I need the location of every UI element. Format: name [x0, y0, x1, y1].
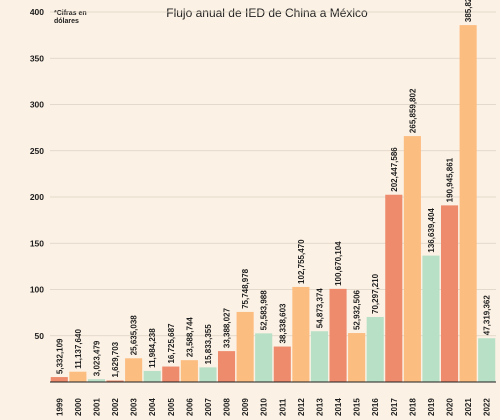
bar [348, 333, 366, 382]
y-tick-label: 350 [30, 53, 44, 63]
bar [199, 367, 217, 382]
data-label: 100,670,104 [334, 241, 343, 286]
chart-title: Flujo anual de IED de China a México [166, 6, 368, 20]
x-tick-label: 2014 [334, 398, 343, 416]
x-tick-label: 2019 [427, 398, 436, 416]
bar [459, 25, 477, 382]
bar [143, 370, 161, 382]
x-tick-label: 2000 [74, 398, 83, 416]
data-label: 265,859,802 [408, 88, 417, 133]
data-label: 70,297,210 [371, 273, 380, 314]
x-tick-label: 2022 [483, 398, 492, 416]
x-tick-label: 2007 [204, 398, 213, 416]
x-tick-label: 2020 [446, 398, 455, 416]
data-label: 11,984,238 [148, 328, 157, 368]
x-tick-label: 2013 [315, 398, 324, 416]
bar [385, 194, 403, 382]
x-tick-label: 2012 [297, 398, 306, 416]
bar [478, 338, 496, 382]
bar [329, 288, 347, 382]
bar [50, 377, 68, 382]
data-label: 25,635,038 [130, 315, 139, 356]
data-label: 385,828,704 [464, 0, 473, 22]
bar [273, 346, 291, 382]
x-tick-label: 2009 [241, 398, 250, 416]
x-tick-label: 2021 [464, 398, 473, 416]
bar [125, 358, 143, 382]
bar [236, 311, 254, 382]
bar [440, 205, 459, 382]
x-tick-label: 2006 [185, 398, 194, 416]
bar [106, 380, 124, 382]
y-tick-label: 100 [30, 285, 44, 295]
x-tick-label: 2010 [260, 398, 269, 416]
x-tick-label: 2002 [111, 398, 120, 416]
gridlines [50, 11, 496, 337]
y-tick-label: 50 [35, 331, 45, 341]
bar [403, 136, 421, 382]
x-tick-label: 2011 [278, 398, 287, 416]
data-label: 33,388,027 [223, 308, 232, 349]
bar [162, 366, 180, 382]
units-note-line-2: dólares [54, 18, 79, 25]
data-label: 3,023,479 [92, 340, 101, 376]
y-tick-label: 250 [30, 146, 44, 156]
data-label: 202,447,586 [390, 147, 399, 192]
y-tick-label: 150 [30, 238, 44, 248]
data-label: 136,639,404 [427, 208, 436, 253]
data-label: 38,338,603 [278, 303, 287, 344]
data-label: 75,748,978 [241, 268, 250, 309]
bar [180, 360, 198, 382]
x-tick-label: 1999 [55, 398, 64, 416]
data-label: 102,755,470 [297, 239, 306, 284]
data-label: 190,945,861 [446, 157, 455, 202]
y-tick-label: 200 [30, 192, 44, 202]
x-tick-label: 2004 [148, 398, 157, 416]
bar [255, 333, 273, 382]
bar [292, 286, 310, 382]
x-tick-label: 2008 [223, 398, 232, 416]
y-axis-ticks: 50 100 150 200 250 300 350 400 [30, 7, 44, 341]
x-tick-label: 2003 [130, 398, 139, 416]
data-label: 52,932,506 [353, 289, 362, 330]
data-label: 23,588,744 [185, 317, 194, 358]
data-label: 16,725,687 [167, 323, 176, 364]
x-tick-label: 2005 [167, 398, 176, 416]
data-label: 11,137,640 [74, 329, 83, 369]
data-label: 47,319,362 [483, 295, 492, 336]
bar [69, 371, 87, 382]
bars [50, 25, 496, 382]
y-tick-label: 300 [30, 100, 44, 110]
data-label: 52,583,988 [260, 290, 269, 331]
bar [217, 351, 236, 382]
x-tick-label: 2016 [371, 398, 380, 416]
x-tick-label: 2018 [408, 398, 417, 416]
x-tick-label: 2001 [92, 398, 101, 416]
x-tick-label: 2017 [390, 398, 399, 416]
bar [87, 379, 106, 382]
y-tick-label: 400 [30, 7, 44, 17]
data-label: 15,833,355 [204, 324, 213, 365]
data-label: 1,629,703 [111, 341, 120, 377]
data-labels: 5,332,109 11,137,640 3,023,479 1,629,703 25,… [55, 0, 491, 377]
bar [366, 316, 384, 382]
x-tick-label: 2015 [353, 398, 362, 416]
units-note-line-1: *Cifras en [54, 10, 87, 17]
bar [422, 255, 440, 382]
x-axis-ticks: 1999 2000 2001 2002 2003 2004 2005 2006 2007 2008… [55, 398, 491, 416]
bar [310, 331, 329, 382]
data-label: 5,332,109 [55, 338, 64, 374]
data-label: 54,873,374 [315, 288, 324, 329]
